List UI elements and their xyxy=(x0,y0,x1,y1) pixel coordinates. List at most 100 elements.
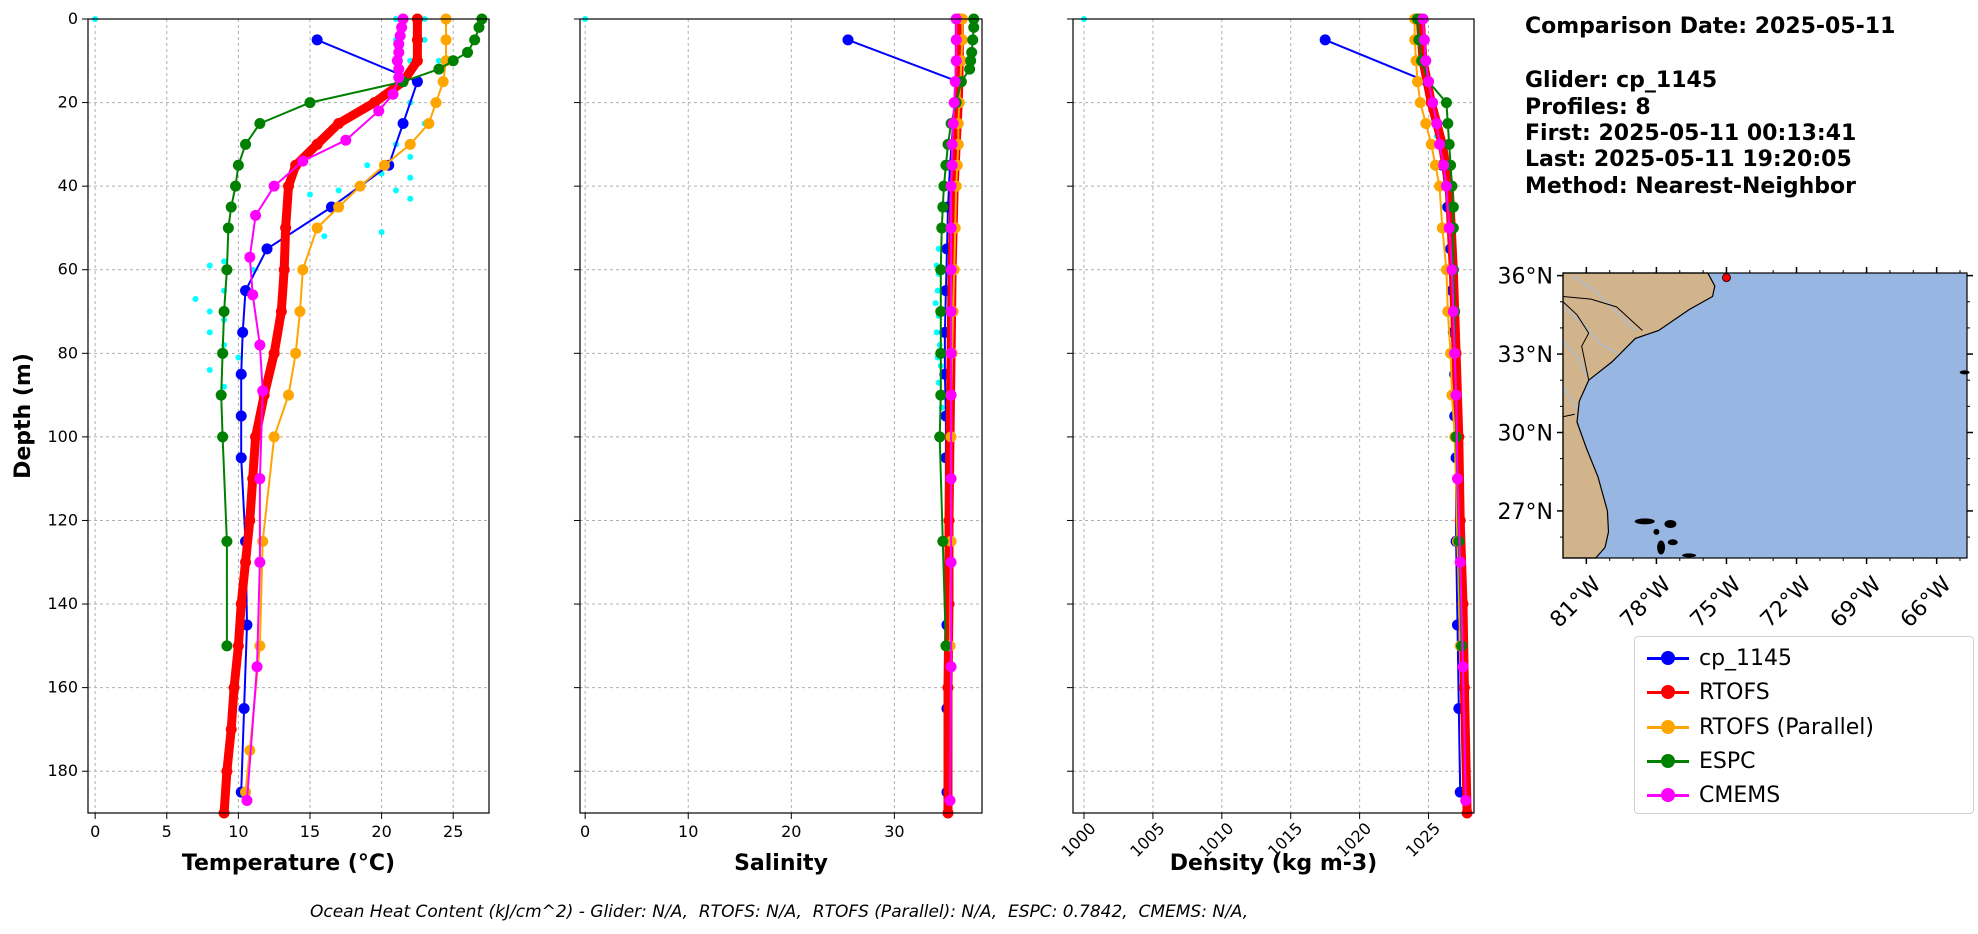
lat-tick-label: 30°N xyxy=(1498,421,1553,446)
x-tick-label: 10 xyxy=(678,822,698,841)
series-point xyxy=(440,34,452,46)
series-point xyxy=(1447,306,1459,318)
series-point xyxy=(394,30,406,42)
scatter-point xyxy=(932,300,939,307)
series-point xyxy=(935,389,947,401)
series-point xyxy=(1414,97,1426,109)
series-point xyxy=(311,222,323,234)
series-point xyxy=(230,180,242,192)
series-point xyxy=(469,34,481,46)
series-point xyxy=(1460,794,1472,806)
series-point xyxy=(411,55,423,67)
legend-item-rtofs-parallel: RTOFS (Parallel) xyxy=(1643,712,1874,742)
x-axis-label: Density (kg m-3) xyxy=(1170,851,1378,876)
series-point xyxy=(1420,55,1432,67)
last-time: Last: 2025-05-11 19:20:05 xyxy=(1525,147,1852,172)
map-river xyxy=(1562,340,1587,376)
series-rtofs-parallel- xyxy=(240,13,452,798)
series-point xyxy=(950,34,962,46)
map-island xyxy=(1657,540,1666,555)
series-point xyxy=(1440,97,1452,109)
series-point xyxy=(268,180,280,192)
series-point xyxy=(304,97,316,109)
series-point xyxy=(311,138,323,150)
series-point xyxy=(949,76,961,88)
scatter-point xyxy=(235,354,242,361)
scatter-point xyxy=(206,262,213,269)
series-point xyxy=(221,765,233,777)
y-tick-label: 180 xyxy=(47,761,78,780)
series-point xyxy=(945,473,957,485)
scatter-point xyxy=(933,329,940,336)
lon-tick-label: 75°W xyxy=(1686,572,1747,633)
series-point xyxy=(937,535,949,547)
series-point xyxy=(257,535,269,547)
legend-item-espc: ESPC xyxy=(1643,746,1756,776)
series-point xyxy=(1442,117,1454,129)
series-point xyxy=(948,97,960,109)
series-point xyxy=(237,326,249,338)
series-point xyxy=(1418,34,1430,46)
scatter-point xyxy=(435,57,442,64)
scatter-point xyxy=(364,162,371,169)
series-point xyxy=(945,347,957,359)
map-river xyxy=(1562,385,1578,410)
lon-tick-label: 72°W xyxy=(1756,572,1817,633)
scatter-point xyxy=(421,36,428,43)
series-point xyxy=(1447,201,1459,213)
series-point xyxy=(218,306,230,318)
lat-tick-label: 33°N xyxy=(1498,343,1553,368)
series-espc xyxy=(215,13,488,652)
y-tick-label: 120 xyxy=(47,510,78,529)
series-point xyxy=(247,289,259,301)
series-point xyxy=(225,723,237,735)
series-point xyxy=(462,46,474,58)
series-point xyxy=(251,661,263,673)
series-point xyxy=(378,159,390,171)
scatter-point xyxy=(936,341,943,348)
location-map: 36°N 33°N 30°N 27°N 81°W 78°W 75°W 72°W 69°W 66°W xyxy=(1498,265,1973,633)
series-rtofs xyxy=(942,13,965,819)
map-border xyxy=(1562,296,1643,331)
comparison-date: Comparison Date: 2025-05-11 xyxy=(1525,14,1896,39)
series-point xyxy=(1434,138,1446,150)
series-point xyxy=(943,514,955,526)
series-point xyxy=(311,34,323,46)
series-rtofs xyxy=(218,13,423,819)
series-point xyxy=(936,222,948,234)
series-point xyxy=(1431,117,1443,129)
series-point xyxy=(1412,76,1424,88)
series-point xyxy=(241,794,253,806)
profile-panel-1: 0 5 10 15 20 25 0 20 40 60 80 100 120 140 160 180 Temper… xyxy=(11,9,490,876)
series-point xyxy=(396,21,408,33)
legend-item-cp1145: cp_1145 xyxy=(1643,643,1792,673)
lon-tick-label: 81°W xyxy=(1546,572,1607,633)
series-point xyxy=(254,473,266,485)
series-point xyxy=(225,201,237,213)
series-point xyxy=(935,306,947,318)
scatter-point xyxy=(378,229,385,236)
series-point xyxy=(945,556,957,568)
x-tick-label: 1025 xyxy=(1402,819,1444,861)
series-point xyxy=(283,180,294,192)
series-point xyxy=(1425,138,1437,150)
glider-scatter xyxy=(1081,16,1449,231)
series-point xyxy=(940,640,952,652)
y-tick-label: 20 xyxy=(58,93,78,112)
series-point xyxy=(275,306,287,318)
x-axis-label: Temperature (°C) xyxy=(182,851,395,876)
y-tick-label: 0 xyxy=(68,9,78,28)
map-river xyxy=(1562,306,1620,355)
map-island xyxy=(1634,518,1655,525)
scatter-point xyxy=(321,233,328,240)
series-point xyxy=(221,264,233,276)
series-point xyxy=(235,598,247,610)
glider-location-marker xyxy=(1722,273,1731,283)
series-point xyxy=(1440,180,1452,192)
series-point xyxy=(215,389,227,401)
series-point xyxy=(333,201,345,213)
series-point xyxy=(297,155,309,167)
series-point xyxy=(1450,389,1462,401)
series-point xyxy=(473,21,485,33)
series-point xyxy=(967,34,979,46)
